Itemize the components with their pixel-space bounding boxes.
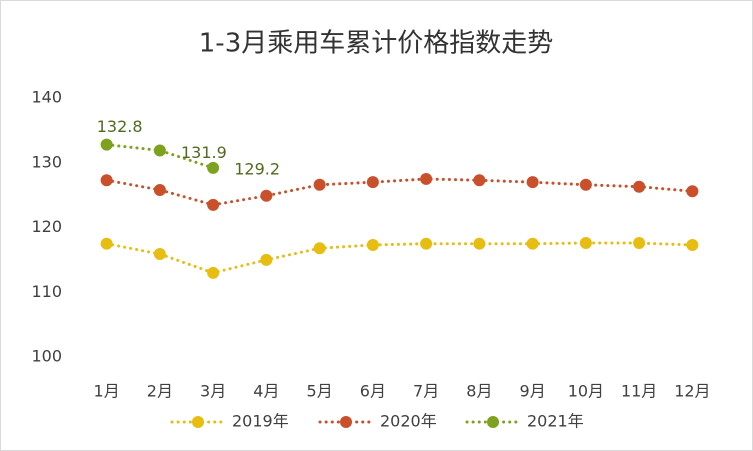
y-tick-label: 120 [31, 217, 62, 236]
legend-marker [487, 416, 499, 428]
data-point [100, 174, 113, 187]
data-point [633, 180, 646, 193]
data-label: 129.2 [234, 159, 280, 178]
data-point [420, 172, 433, 185]
x-tick-label: 9月 [520, 382, 546, 401]
legend-label: 2019年 [232, 412, 289, 431]
data-point [579, 237, 592, 250]
x-tick-label: 11月 [621, 382, 657, 401]
data-point [260, 189, 273, 202]
y-tick-label: 140 [31, 88, 62, 107]
x-tick-label: 7月 [413, 382, 439, 401]
data-point [420, 237, 433, 250]
x-tick-label: 3月 [200, 382, 226, 401]
x-tick-label: 12月 [674, 382, 710, 401]
data-point [207, 161, 220, 174]
series-line [105, 241, 694, 275]
data-point [686, 238, 699, 251]
legend-label: 2021年 [527, 412, 584, 431]
data-point [153, 183, 166, 196]
series-line [105, 177, 694, 207]
chart-title: 1-3月乘用车累计价格指数走势 [199, 29, 553, 59]
data-label: 131.9 [181, 143, 227, 162]
x-tick-label: 4月 [253, 382, 279, 401]
data-point [260, 253, 273, 266]
x-tick-label: 6月 [360, 382, 386, 401]
data-point [686, 185, 699, 198]
data-point [153, 144, 166, 157]
x-tick-label: 5月 [307, 382, 333, 401]
data-point [579, 178, 592, 191]
data-point [473, 174, 486, 187]
data-label: 132.8 [97, 117, 143, 136]
legend-marker [192, 416, 204, 428]
data-point [100, 237, 113, 250]
x-tick-label: 10月 [568, 382, 604, 401]
data-point [366, 176, 379, 189]
data-point [207, 266, 220, 279]
y-tick-label: 110 [31, 282, 62, 301]
x-tick-label: 1月 [94, 382, 120, 401]
data-point [526, 237, 539, 250]
data-point [526, 176, 539, 189]
legend-marker [340, 416, 352, 428]
x-tick-label: 8月 [466, 382, 492, 401]
data-point [100, 138, 113, 151]
y-tick-label: 130 [31, 152, 62, 171]
legend-label: 2020年 [380, 412, 437, 431]
data-point [366, 238, 379, 251]
data-point [633, 237, 646, 250]
x-tick-label: 2月 [147, 382, 173, 401]
data-point [313, 242, 326, 255]
data-point [473, 237, 486, 250]
data-point [207, 198, 220, 211]
data-point [153, 248, 166, 261]
data-point [313, 178, 326, 191]
y-tick-label: 100 [31, 347, 62, 366]
